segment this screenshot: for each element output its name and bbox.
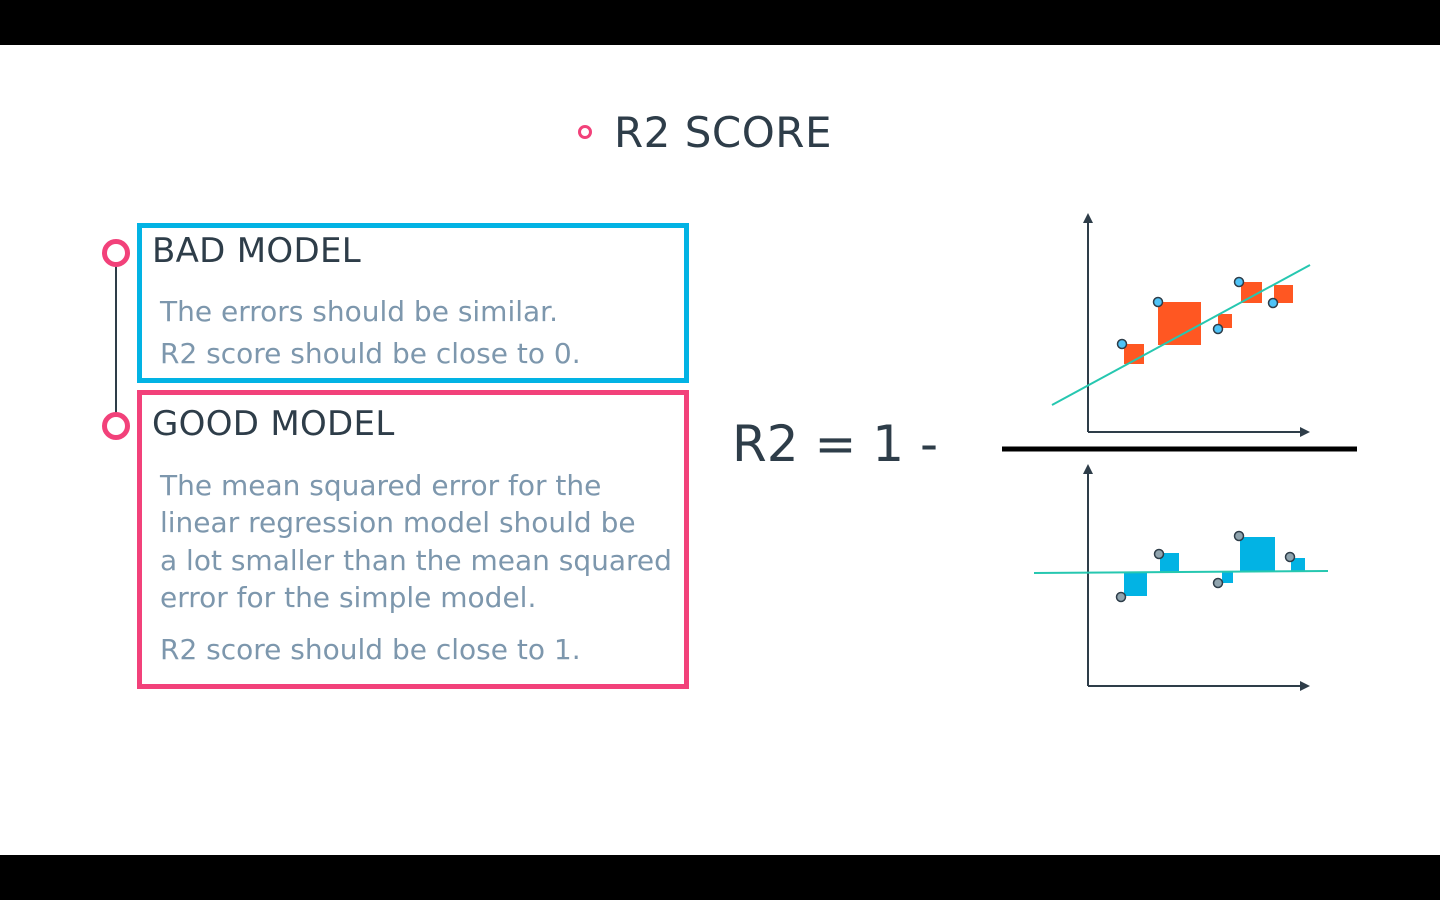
timeline-connector — [115, 255, 117, 425]
data-point — [1212, 323, 1224, 335]
good-model-card — [137, 390, 689, 689]
error-square — [1158, 302, 1201, 345]
title-text: R2 SCORE — [614, 107, 833, 157]
error-square — [1124, 572, 1147, 596]
good-model-heading: GOOD MODEL — [152, 404, 395, 444]
good-model-line: error for the simple model. — [160, 581, 537, 614]
slide: R2 SCORE BAD MODEL The errors should be … — [0, 45, 1440, 855]
data-point — [1233, 276, 1245, 288]
slide-title: R2 SCORE — [578, 107, 832, 157]
formula-text: R2 = 1 - — [732, 415, 938, 473]
error-square — [1274, 285, 1293, 303]
data-point — [1212, 577, 1224, 589]
data-point — [1233, 530, 1245, 542]
bad-model-line: The errors should be similar. — [160, 295, 559, 328]
mean-line — [1033, 570, 1329, 574]
ring-bullet-icon — [578, 125, 592, 139]
error-square — [1160, 553, 1179, 572]
timeline-ring-icon — [102, 239, 130, 267]
r2-fraction-diagram — [1002, 213, 1357, 691]
bad-model-line: R2 score should be close to 0. — [160, 337, 581, 370]
data-point — [1152, 296, 1164, 308]
good-model-line: linear regression model should be — [160, 506, 636, 539]
bad-model-card — [137, 223, 689, 383]
bad-model-heading: BAD MODEL — [152, 231, 361, 271]
good-model-line: R2 score should be close to 1. — [160, 633, 581, 666]
denominator-plot — [1033, 464, 1329, 691]
error-square — [1291, 558, 1305, 572]
regression-line — [1051, 264, 1311, 406]
data-point — [1115, 591, 1127, 603]
error-square — [1222, 572, 1233, 583]
timeline-ring-icon — [102, 412, 130, 440]
error-square — [1124, 344, 1144, 364]
error-square — [1241, 282, 1262, 303]
data-point — [1284, 551, 1296, 563]
data-point — [1267, 297, 1279, 309]
error-square — [1240, 537, 1275, 572]
error-square — [1218, 314, 1232, 328]
good-model-line: The mean squared error for the — [160, 469, 602, 502]
data-point — [1153, 548, 1165, 560]
numerator-plot — [1051, 213, 1311, 437]
good-model-line: a lot smaller than the mean squared — [160, 544, 672, 577]
data-point — [1116, 338, 1128, 350]
